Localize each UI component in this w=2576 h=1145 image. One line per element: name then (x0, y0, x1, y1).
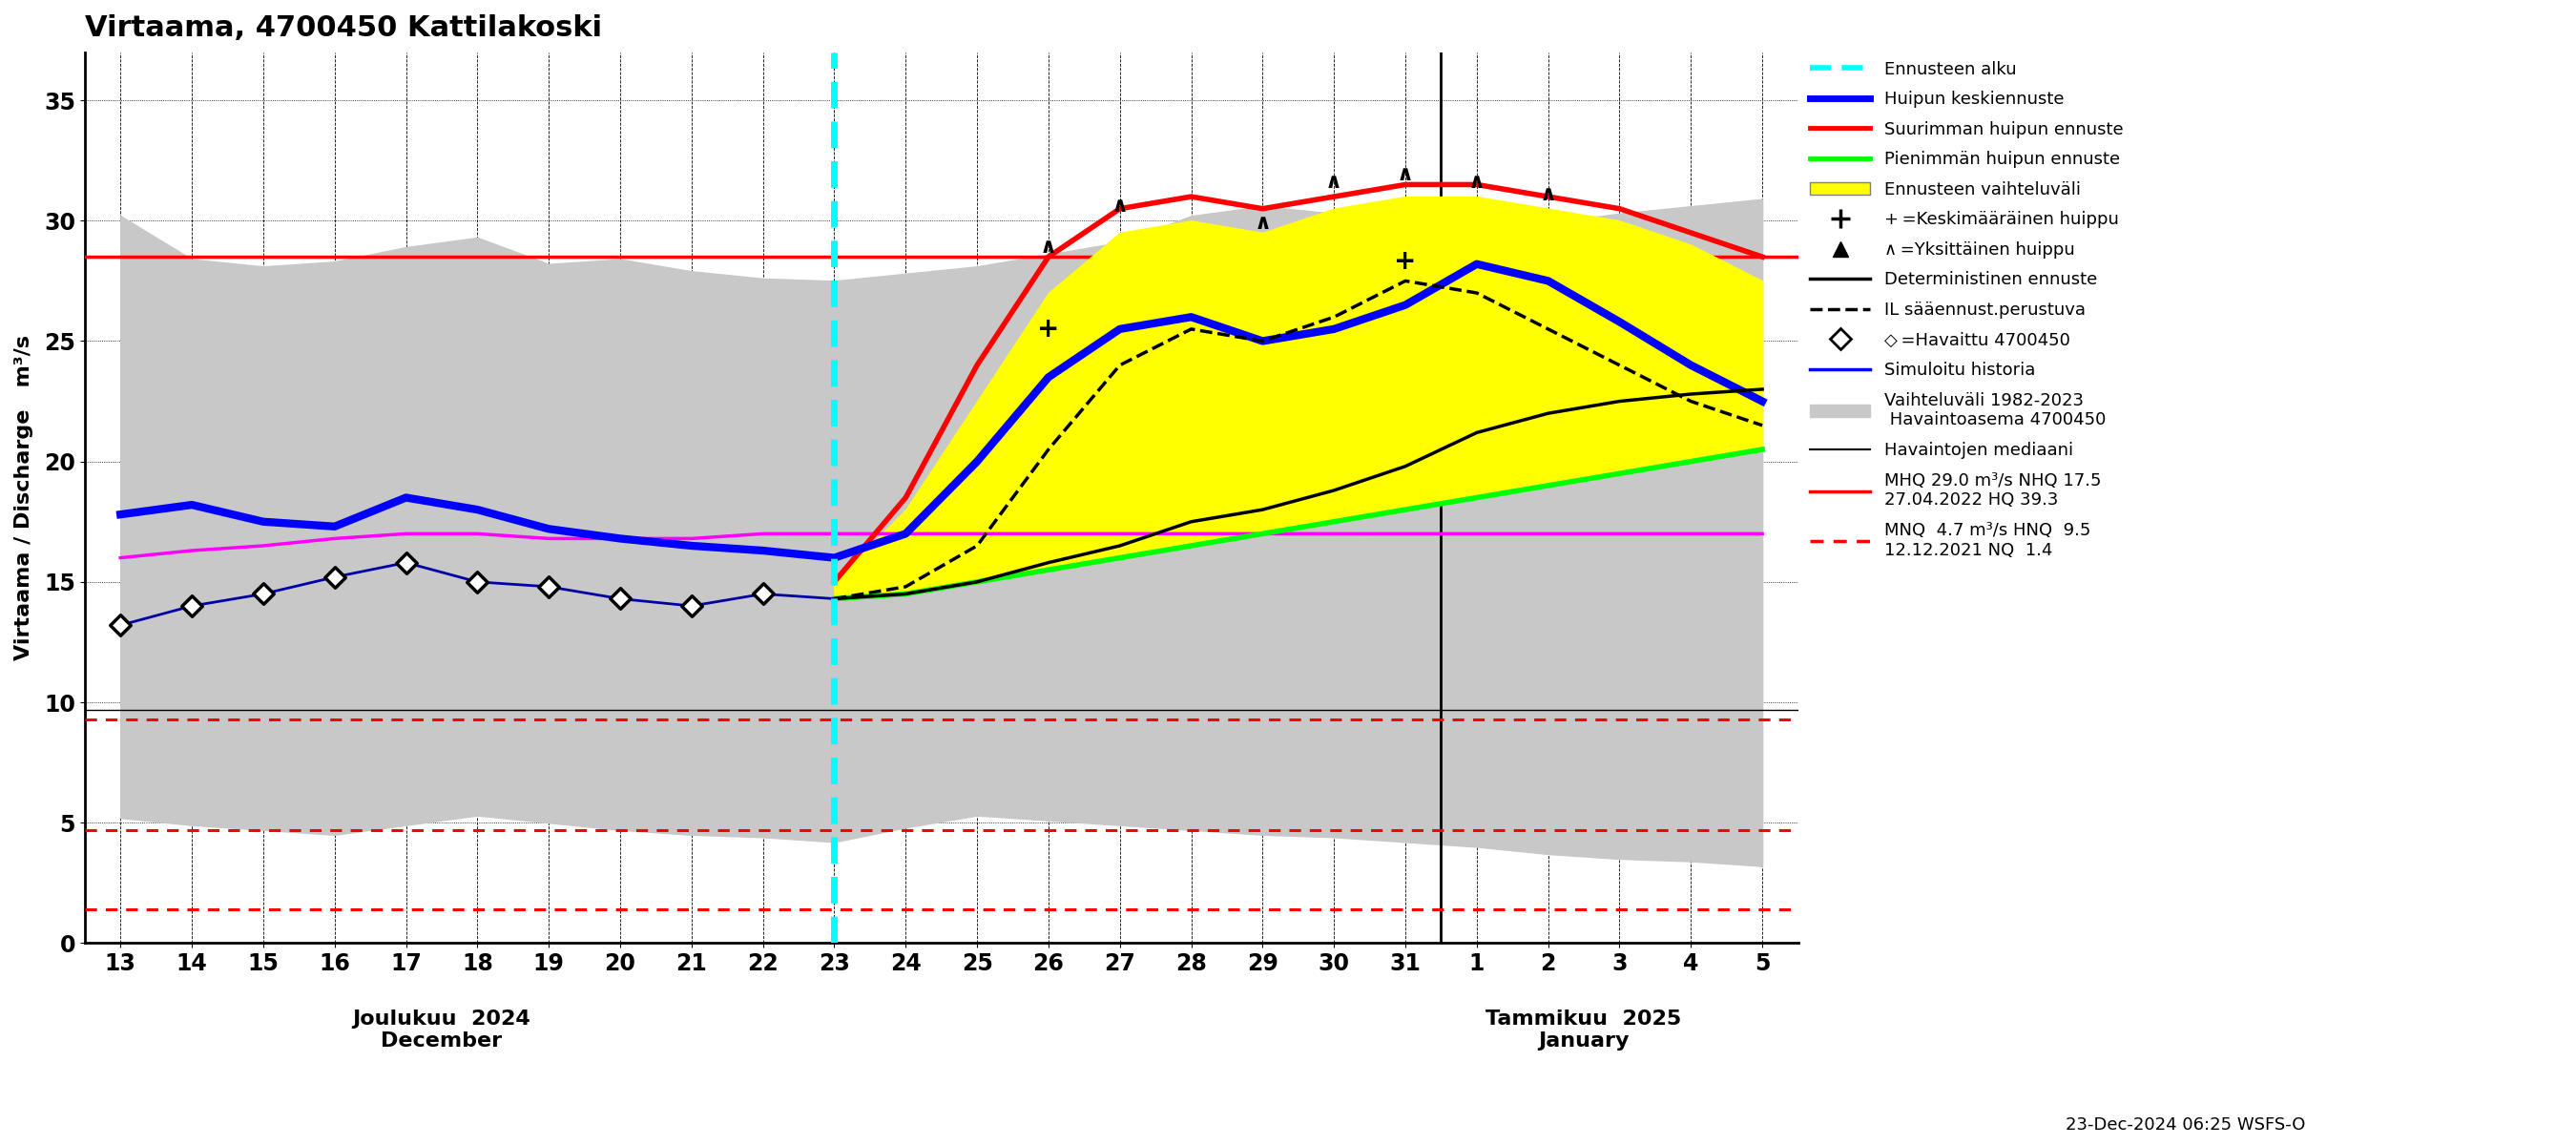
Text: ∧: ∧ (1468, 173, 1486, 192)
Point (170, 597, 211, 615)
Text: ∧: ∧ (1041, 238, 1056, 256)
Text: +: + (1394, 248, 1417, 275)
Text: 23-Dec-2024 06:25 WSFS-O: 23-Dec-2024 06:25 WSFS-O (2066, 1116, 2306, 1134)
Y-axis label: Virtaama / Discharge   m³/s: Virtaama / Discharge m³/s (15, 335, 33, 661)
Point (528, 577, 569, 595)
Point (600, 590, 641, 608)
Text: Joulukuu  2024
December: Joulukuu 2024 December (353, 1010, 531, 1051)
Legend: Ennusteen alku, Huipun keskiennuste, Suurimman huipun ennuste, Pienimmän huipun : Ennusteen alku, Huipun keskiennuste, Suu… (1811, 61, 2123, 559)
Point (100, 616, 142, 634)
Point (314, 568, 355, 586)
Text: ∧: ∧ (1396, 166, 1414, 184)
Point (670, 597, 711, 615)
Text: ∧: ∧ (1110, 197, 1128, 216)
Point (742, 585, 783, 603)
Text: ∧: ∧ (1255, 214, 1270, 232)
Text: ∧: ∧ (1324, 173, 1342, 192)
Text: ∧: ∧ (1540, 184, 1556, 204)
Text: Virtaama, 4700450 Kattilakoski: Virtaama, 4700450 Kattilakoski (85, 14, 603, 42)
Text: +: + (1038, 316, 1059, 342)
Point (456, 572, 497, 591)
Point (386, 553, 428, 571)
Point (242, 585, 283, 603)
Text: Tammikuu  2025
January: Tammikuu 2025 January (1486, 1010, 1682, 1051)
